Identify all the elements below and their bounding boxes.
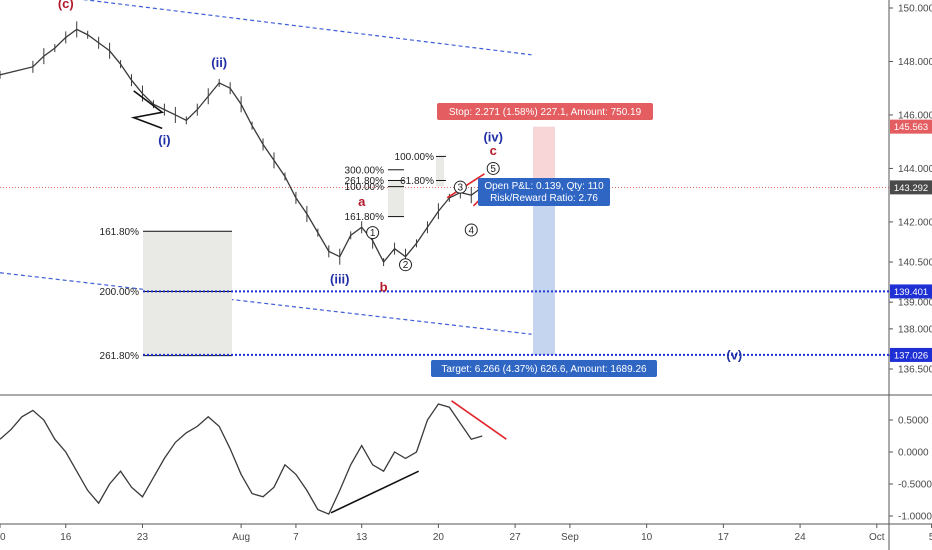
stop-price-badge-text: 145.563 [894, 122, 928, 133]
time-tick-label: 20 [433, 532, 445, 543]
time-tick-label: Aug [232, 532, 250, 543]
stop-label-text: Stop: 2.271 (1.58%) 227.1, Amount: 750.1… [449, 107, 642, 118]
price-tick-label: 140.500 [898, 258, 932, 269]
current-price-badge [890, 180, 932, 195]
price-series-line [0, 28, 483, 264]
time-tick-label: Sep [561, 532, 579, 543]
price-tick-label: 148.000 [898, 57, 932, 68]
fib-top-label: 61.80% [400, 176, 434, 187]
pnl-label-box [478, 178, 610, 206]
time-tick-label: Oct [869, 532, 885, 543]
fib-extension-box [143, 231, 232, 356]
wave-circle-marker [464, 223, 478, 237]
fib-left-label: 161.80% [100, 227, 140, 238]
osc-support-line [330, 470, 420, 514]
time-tick-label: 23 [137, 532, 149, 543]
wave-circle-label: 3 [458, 183, 464, 194]
price-tick-label: 150.000 [898, 4, 932, 15]
wave-label: (iv) [483, 130, 503, 145]
time-tick-label: 27 [510, 532, 522, 543]
time-tick-label: 24 [795, 532, 807, 543]
pnl-label-text: Risk/Reward Ratio: 2.76 [490, 193, 598, 204]
channel-upper-line [82, 0, 532, 56]
fib-left-label: 261.80% [100, 351, 140, 362]
time-tick-label: 13 [356, 532, 368, 543]
price-tick-label: 139.000 [898, 298, 932, 309]
price-tick-label: 142.000 [898, 217, 932, 228]
target-label-box [431, 360, 657, 377]
time-tick-label: 17 [718, 532, 730, 543]
stop-zone [533, 126, 555, 188]
fib-top-label: 100.00% [395, 152, 435, 163]
level-139-badge [890, 284, 932, 299]
wave-circle-label: 5 [490, 164, 496, 175]
stop-price-badge [890, 119, 932, 134]
level-139-badge-text: 139.401 [894, 287, 928, 298]
wave-label: (v) [726, 348, 742, 363]
price-tick-label: 136.500 [898, 365, 932, 376]
time-tick-label: 7 [293, 532, 299, 543]
current-price-badge-text: 143.292 [894, 183, 928, 194]
fib-right-label: 100.00% [345, 182, 385, 193]
oscillator-line [0, 403, 483, 515]
time-tick-label: 10 [0, 532, 6, 543]
level-137-badge [890, 347, 932, 362]
fib-left-label: 200.00% [100, 287, 140, 298]
fib-right-label: 161.80% [345, 212, 385, 223]
level-137-badge-text: 137.026 [894, 350, 928, 361]
wave-circle-label: 2 [403, 260, 409, 271]
target-label-text: Target: 6.266 (4.37%) 626.6, Amount: 168… [441, 364, 647, 375]
osc-tick-label: -1.0000 [898, 512, 932, 523]
price-tick-label: 138.000 [898, 324, 932, 335]
fib-right-label: 261.80% [345, 176, 385, 187]
wave-circle-marker [366, 226, 380, 240]
channel-lower-line [0, 272, 532, 335]
wave-label: b [380, 279, 388, 294]
triangle-pattern [130, 90, 165, 130]
wave-label: a [358, 194, 366, 209]
osc-tick-label: -0.5000 [898, 480, 932, 491]
wave-circle-marker [453, 180, 467, 194]
wave-label: (c) [58, 0, 74, 11]
stop-label-box [437, 103, 653, 120]
time-tick-label: 16 [60, 532, 72, 543]
wave-label: (iii) [330, 271, 350, 286]
time-tick-label: 5 [929, 532, 932, 543]
wave-circle-label: 1 [370, 228, 376, 239]
wave-circle-marker [399, 258, 413, 272]
osc-tick-label: 0.5000 [898, 416, 929, 427]
price-tick-label: 146.000 [898, 110, 932, 121]
pnl-label-text: Open P&L: 0.139, Qty: 110 [484, 181, 604, 192]
wave-label: (i) [158, 132, 170, 147]
fib-top-box [436, 156, 444, 187]
wave-circle-marker [486, 161, 500, 175]
fib-retrace-box [388, 180, 404, 217]
wave-label: c [490, 143, 497, 158]
target-zone [533, 187, 555, 355]
price-tick-label: 144.000 [898, 164, 932, 175]
time-tick-label: 10 [641, 532, 653, 543]
wave-circle-label: 4 [468, 225, 474, 236]
osc-divergence-line [451, 400, 507, 440]
osc-tick-label: 0.0000 [898, 448, 929, 459]
wave-label: (ii) [211, 55, 227, 70]
fib-right-label: 300.00% [345, 165, 385, 176]
